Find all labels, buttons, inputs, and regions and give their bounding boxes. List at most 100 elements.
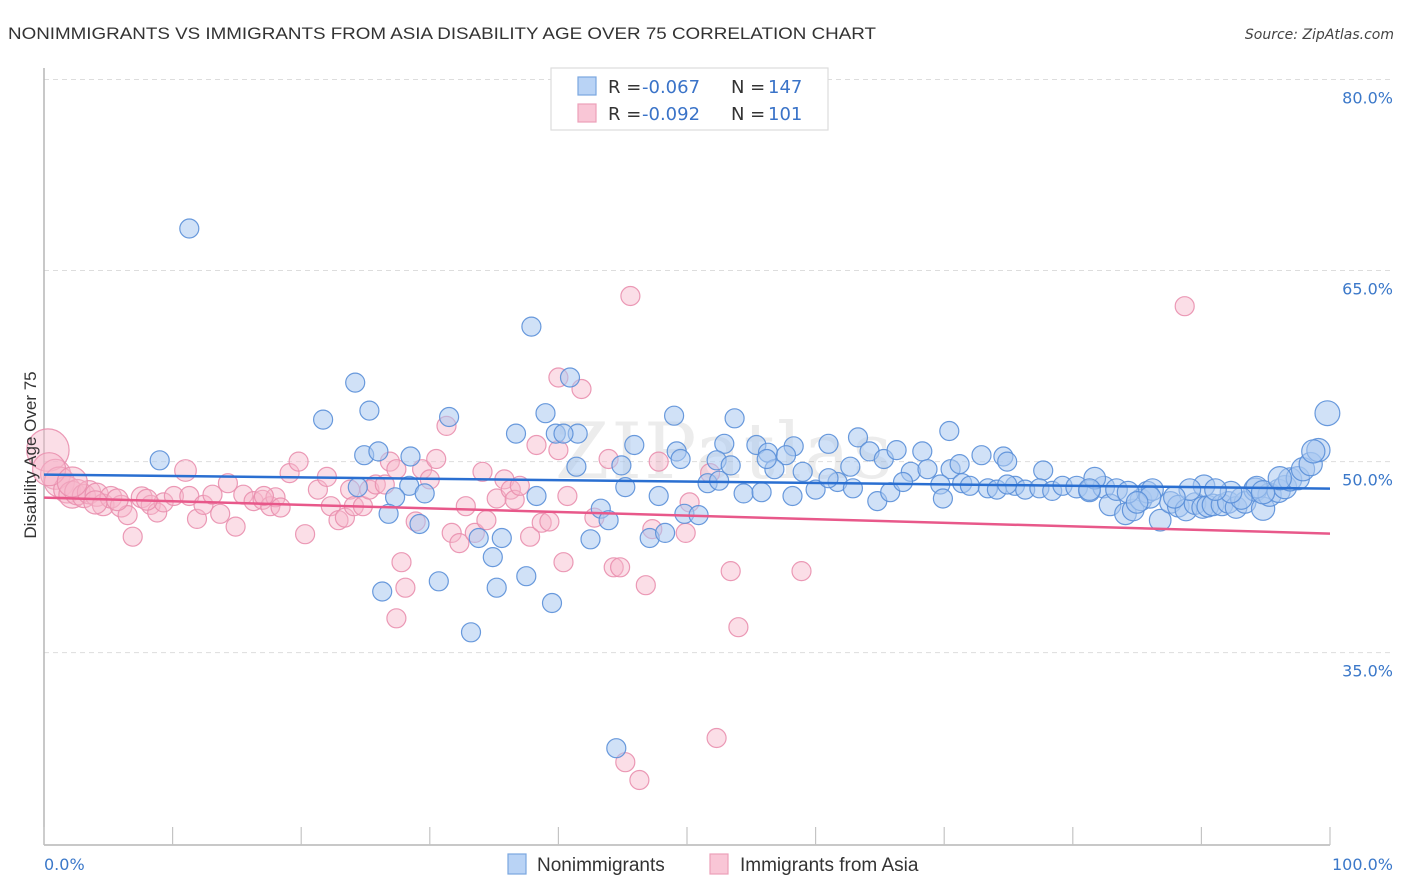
nonimmigrants-point (541, 592, 563, 614)
y-tick-label: 65.0% (1342, 280, 1393, 299)
nonimmigrants-point (724, 408, 745, 429)
nonimmigrants-point (606, 738, 627, 759)
nonimmigrants-point (670, 448, 691, 470)
r-label: R = (608, 104, 641, 125)
immigrants-asia-point (395, 577, 416, 598)
nonimmigrants-point (847, 427, 869, 448)
nonimmigrants-point (1301, 439, 1326, 464)
nonimmigrants-point (409, 513, 430, 535)
immigrants-asia-point (122, 526, 143, 547)
nonimmigrants-point (486, 577, 507, 598)
nonimmigrants-point (1078, 478, 1101, 502)
nonimmigrants-point (345, 372, 366, 393)
nonimmigrants-point (1033, 460, 1054, 481)
immigrants-asia-point (441, 522, 462, 544)
nonimmigrants-point (566, 456, 587, 477)
nonimmigrants-point (818, 468, 839, 489)
nonimmigrants-point (997, 451, 1018, 472)
nonimmigrants-point (372, 581, 393, 602)
nonimmigrants-point (939, 420, 960, 442)
immigrants-asia-trend-line (43, 496, 1331, 535)
immigrants-asia-point (720, 560, 741, 582)
nonimmigrants-point (917, 459, 938, 480)
nonimmigrants-point (1250, 480, 1276, 505)
legend-item-immigrants-asia[interactable]: Immigrants from Asia (709, 853, 919, 876)
nonimmigrants-point (1314, 400, 1341, 427)
immigrants-asia-point (455, 496, 476, 517)
nonimmigrants-point (347, 477, 368, 498)
nonimmigrants-point (615, 477, 636, 498)
stats-legend: R = -0.067 N = 147 R = -0.092 N = 101 (550, 67, 829, 131)
r-label: R = (608, 77, 641, 98)
immigrants-asia-point (225, 516, 246, 537)
immigrants-asia-point (449, 532, 470, 554)
stats-legend-row-immigrants-asia: R = -0.092 N = 101 (577, 103, 802, 125)
nonimmigrants-point (892, 471, 914, 493)
nonimmigrants-point (886, 440, 907, 461)
tick-labels: 35.0% 50.0% 65.0% 80.0% 0.0% 100.0% (44, 88, 1393, 874)
nonimmigrants-point (714, 433, 735, 454)
immigrants-asia-point (202, 484, 223, 505)
series-legend: Nonimmigrants Immigrants from Asia (507, 853, 919, 876)
nonimmigrants-point (414, 483, 435, 504)
nonimmigrants-point (535, 403, 556, 424)
nonimmigrants-point (792, 461, 813, 482)
legend-item-nonimmigrants[interactable]: Nonimmigrants (507, 853, 665, 876)
immigrants-asia-point (270, 497, 291, 518)
nonimmigrants-point (932, 488, 954, 509)
immigrants-asia-point (635, 575, 656, 596)
nonimmigrants-point (818, 433, 839, 454)
nonimmigrants-point (971, 445, 992, 466)
nonimmigrants-point (559, 367, 581, 388)
immigrants-asia-point (56, 466, 88, 498)
immigrants-asia-point (620, 285, 641, 307)
immigrants-asia-point (117, 504, 138, 526)
nonimmigrants-point (400, 446, 421, 467)
nonimmigrants-point (580, 529, 601, 550)
immigrants-asia-point (217, 473, 238, 494)
immigrants-asia-point (472, 461, 493, 482)
x-tick-label-max: 100.0% (1332, 855, 1393, 874)
immigrants-asia-point (210, 503, 231, 524)
r-value: -0.092 (642, 104, 700, 125)
immigrants-asia-point (174, 459, 197, 482)
nonimmigrants-point (949, 454, 970, 475)
nonimmigrants-point (1148, 508, 1172, 532)
nonimmigrants-point (468, 527, 489, 549)
immigrants-asia-point (295, 524, 316, 545)
immigrants-asia-point (675, 522, 696, 544)
y-tick-label: 50.0% (1342, 471, 1393, 490)
immigrants-asia-point (1174, 296, 1195, 317)
nonimmigrants-point (1162, 485, 1186, 509)
nonimmigrants-legend-swatch (507, 853, 527, 875)
nonimmigrants-point (505, 423, 527, 444)
nonimmigrants-point (428, 571, 449, 592)
nonimmigrants-point (720, 455, 741, 476)
y-tick-label: 35.0% (1342, 662, 1393, 681)
grid-lines (44, 78, 1393, 654)
nonimmigrants-point (313, 409, 334, 430)
nonimmigrants-swatch (577, 76, 597, 96)
trend-lines (43, 473, 1331, 535)
immigrants-asia-point (706, 727, 727, 749)
scatter-points (26, 218, 1341, 791)
y-axis-title: Disability Age Over 75 (21, 371, 40, 538)
nonimmigrants-point (521, 316, 542, 337)
immigrants-asia-point (476, 510, 497, 531)
nonimmigrants-point (553, 423, 574, 444)
n-value: 101 (768, 104, 802, 125)
immigrants-asia-point (629, 769, 650, 791)
immigrants-asia-point (603, 557, 624, 578)
nonimmigrants-point (598, 510, 619, 531)
immigrants-asia-point (539, 511, 560, 532)
nonimmigrants-point (733, 483, 754, 504)
nonimmigrants-point (648, 485, 669, 507)
nonimmigrants-point (368, 441, 389, 462)
immigrants-asia-point (553, 552, 574, 573)
immigrants-asia-legend-swatch (709, 853, 729, 875)
immigrants-asia-point (53, 475, 82, 504)
y-tick-label: 80.0% (1342, 88, 1393, 107)
nonimmigrants-legend-label: Nonimmigrants (537, 855, 665, 876)
nonimmigrants-point (782, 485, 803, 507)
